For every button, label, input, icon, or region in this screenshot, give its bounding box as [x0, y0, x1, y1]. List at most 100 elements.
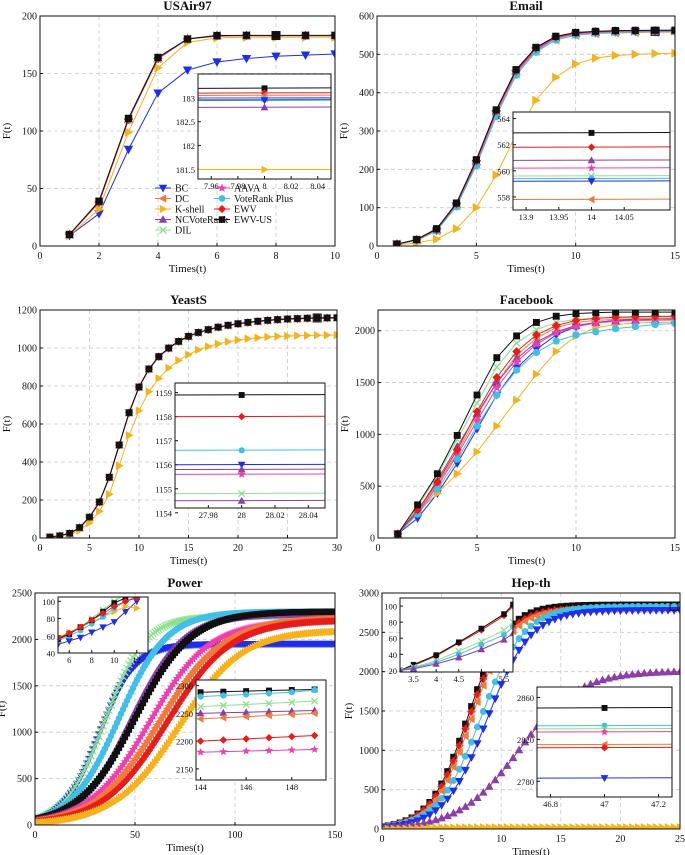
series-layer — [58, 597, 141, 649]
x-tick-label: 15 — [184, 543, 194, 554]
axes-frame — [377, 309, 676, 539]
series-point — [237, 496, 246, 504]
series-point — [663, 667, 673, 676]
y-tick-label: 40 — [47, 649, 56, 659]
y-tick-label: 0 — [369, 242, 374, 253]
series-point — [587, 195, 595, 204]
x-axis-label: Times(t) — [507, 263, 545, 275]
x-axis-label: Times(t) — [169, 263, 207, 275]
series-line — [69, 36, 335, 237]
series-point — [587, 143, 596, 152]
series-dc — [196, 709, 318, 723]
series-layer — [513, 129, 670, 204]
x-tick-label: 144 — [194, 782, 208, 792]
x-tick-label: 46.8 — [543, 799, 558, 809]
series-point — [400, 666, 404, 672]
series-point — [95, 204, 104, 214]
series-point — [96, 498, 103, 506]
series-point — [520, 638, 530, 647]
series-point — [66, 529, 73, 537]
axes-frame — [512, 111, 671, 211]
series-point — [453, 469, 462, 479]
series-point — [284, 331, 292, 341]
series-point — [502, 761, 512, 769]
series-point — [145, 365, 153, 373]
series-point — [532, 348, 541, 357]
series-point — [616, 671, 625, 680]
y-tick-label: 564 — [497, 114, 511, 124]
series-point — [287, 745, 296, 754]
series-point — [125, 431, 134, 440]
y-tick-label: 2300 — [176, 681, 193, 691]
y-tick-label: 3000 — [359, 589, 379, 600]
series-point — [631, 322, 640, 331]
y-tick-label: 560 — [497, 166, 510, 176]
series-point — [331, 617, 335, 625]
series-point — [219, 708, 228, 716]
x-tick-label: 10 — [134, 543, 144, 554]
inset-series — [537, 775, 672, 783]
series-point — [496, 768, 506, 777]
series-point — [610, 607, 619, 616]
series-point — [572, 310, 580, 318]
series-point — [492, 170, 502, 180]
series-point — [557, 608, 565, 616]
x-axis-label: Times(t) — [170, 555, 208, 567]
x-tick-label: 15 — [670, 251, 680, 262]
series-point — [159, 204, 168, 214]
inset-series — [175, 392, 325, 398]
series-point — [426, 823, 435, 829]
series-point — [234, 335, 243, 345]
series-point — [218, 195, 226, 202]
series-point — [264, 711, 272, 720]
x-tick-label: 15 — [670, 543, 680, 554]
y-tick-label: 2500 — [359, 628, 379, 639]
series-point — [572, 59, 581, 69]
series-point — [265, 734, 273, 742]
legend-label: K-shell — [175, 205, 205, 216]
series-point — [408, 824, 417, 829]
y-tick-label: 500 — [360, 482, 375, 493]
series-point — [155, 353, 163, 360]
series-point — [675, 667, 680, 675]
x-tick-label: 47 — [600, 799, 609, 809]
series-point — [96, 507, 104, 516]
series-point — [575, 823, 584, 829]
series-point — [645, 607, 655, 615]
y-tick-label: 1500 — [12, 681, 32, 692]
series-point — [432, 823, 441, 829]
series-point — [586, 608, 595, 617]
series-line — [200, 689, 315, 698]
series-point — [552, 337, 560, 345]
series-point — [237, 461, 246, 469]
x-tick-label: 100 — [228, 830, 243, 841]
series-point — [115, 461, 124, 471]
y-tick-label: 150 — [22, 69, 37, 80]
series-point — [616, 607, 625, 616]
series-point — [117, 677, 125, 685]
series-point — [466, 714, 475, 724]
series-point — [313, 314, 321, 322]
x-tick-label: 7.96 — [204, 181, 219, 191]
series-ewv — [196, 731, 319, 745]
series-point — [587, 163, 596, 172]
series-point — [213, 31, 221, 40]
series-point — [520, 616, 529, 626]
series-line — [200, 688, 315, 693]
y-tick-label: 1500 — [359, 707, 379, 718]
plot-area — [175, 383, 325, 508]
series-point — [414, 501, 422, 509]
inset-series — [513, 163, 670, 172]
y-tick-label: 562 — [497, 140, 510, 150]
y-tick-label: 0 — [370, 534, 375, 545]
series-point — [310, 709, 318, 718]
zoom-box — [669, 601, 679, 611]
x-tick-label: 6 — [67, 655, 71, 665]
x-tick-label: 12 — [133, 655, 142, 665]
series-point — [472, 407, 482, 416]
x-tick-label: 14.05 — [615, 212, 634, 222]
series-point — [552, 312, 560, 320]
inset-series — [175, 496, 325, 504]
x-tick-label: 4 — [156, 251, 161, 262]
